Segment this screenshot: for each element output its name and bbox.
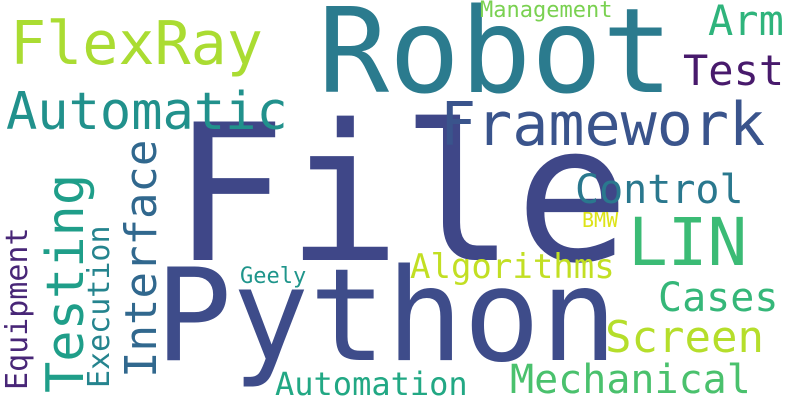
word-mechanical: Mechanical [510,357,751,400]
word-cases: Cases [658,275,779,321]
word-interface: Interface [116,139,167,378]
word-algorithms: Algorithms [410,247,615,287]
word-robot: Robot [318,0,674,120]
word-lin: LIN [628,204,748,281]
word-equipment: Equipment [0,227,35,390]
word-geely: Geely [240,264,307,289]
word-control: Control [575,167,744,213]
word-arm: Arm [708,0,784,45]
word-flexray: FlexRay [10,9,263,79]
word-execution: Execution [82,225,117,388]
word-python: Python [155,242,618,391]
word-automatic: Automatic [6,82,288,142]
word-framework: Framework [440,90,766,160]
word-bmw: BMW [582,208,619,232]
word-automation: Automation [275,365,468,400]
word-management: Management [480,0,613,23]
word-file: File [172,84,630,305]
word-test: Test [683,46,785,95]
word-screen: Screen [605,312,764,363]
